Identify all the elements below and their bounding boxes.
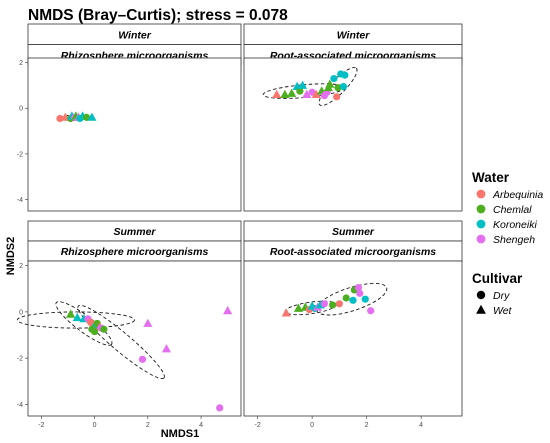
- plot-area: [243, 260, 463, 417]
- legend-cultivar-label: Wet: [493, 305, 513, 317]
- legend-water-label: Koroneiki: [493, 219, 537, 231]
- x-axis-label: NMDS1: [161, 428, 200, 440]
- legend: Water ArbequiniaChemlalKoroneikiShengeh …: [472, 170, 543, 317]
- data-point-dry: [138, 355, 147, 363]
- data-point-dry: [88, 325, 96, 333]
- triangle-icon: [476, 304, 486, 314]
- legend-water-item: Koroneiki: [476, 219, 537, 231]
- plot-area: [243, 57, 463, 212]
- legend-swatch: [476, 204, 486, 214]
- legend-water-item: Chemlal: [476, 204, 532, 216]
- facet-panels: Winter Rhizosphere microorganisms 2 0 -2 -4 Wi…: [16, 23, 463, 429]
- plot-area: [27, 57, 242, 212]
- data-point-dry: [342, 294, 350, 302]
- facet-panel: Summer Root-associated microorganisms -2 0 2…: [243, 220, 463, 429]
- legend-swatch: [476, 234, 486, 244]
- y-tick-label: -2: [17, 356, 23, 363]
- legend-cultivar-label: Dry: [493, 290, 510, 302]
- legend-swatch: [476, 219, 486, 229]
- data-point-wet: [72, 312, 82, 322]
- data-point-wet: [325, 79, 335, 88]
- y-tick-label: -2: [17, 151, 23, 158]
- data-point-wet: [143, 318, 153, 327]
- x-tick-label: -2: [38, 422, 44, 429]
- data-point-dry: [100, 325, 108, 333]
- y-tick-label: 0: [19, 106, 23, 113]
- x-tick-label: 4: [199, 422, 203, 429]
- strip-season-label: Summer: [113, 226, 156, 238]
- legend-water-item: Arbequinia: [476, 189, 543, 201]
- legend-water-item: Shengeh: [476, 234, 535, 246]
- legend-swatch: [476, 189, 486, 199]
- x-tick-label: -2: [255, 422, 261, 429]
- data-point-wet: [311, 89, 321, 98]
- data-point-wet: [281, 308, 291, 317]
- y-tick-label: 2: [19, 60, 23, 67]
- data-point-dry: [320, 300, 328, 308]
- y-tick-label: -4: [17, 197, 23, 204]
- strip-season-label: Summer: [332, 226, 375, 238]
- data-point-dry: [349, 296, 357, 304]
- data-point-dry: [341, 71, 349, 79]
- data-point-dry: [335, 300, 343, 308]
- data-point-dry: [330, 74, 338, 83]
- data-point-wet: [298, 80, 308, 89]
- data-point-wet: [280, 89, 290, 98]
- strip-season-label: Winter: [118, 29, 151, 41]
- strip-season-label: Winter: [337, 29, 370, 41]
- data-point-wet: [287, 88, 297, 97]
- plot-area: [27, 260, 242, 417]
- data-point-wet: [66, 309, 76, 318]
- data-point-dry: [339, 82, 348, 91]
- legend-cultivar-title: Cultivar: [472, 271, 523, 286]
- data-point-wet: [161, 344, 171, 353]
- chart-title: NMDS (Bray–Curtis); stress = 0.078: [28, 7, 288, 24]
- data-point-dry: [361, 295, 369, 303]
- data-point-dry: [216, 404, 224, 412]
- legend-water-label: Arbequinia: [492, 189, 543, 201]
- legend-cultivar-item: Wet: [476, 304, 513, 317]
- data-point-wet: [223, 305, 233, 315]
- data-point-dry: [354, 284, 363, 292]
- x-tick-label: 4: [419, 422, 423, 429]
- y-tick-label: 0: [19, 309, 23, 316]
- legend-cultivar-item: Dry: [476, 290, 510, 302]
- legend-water-title: Water: [472, 170, 510, 185]
- data-point-dry: [296, 87, 304, 95]
- data-point-dry: [367, 307, 375, 315]
- x-tick-label: 0: [310, 422, 314, 429]
- data-point-dry: [356, 289, 364, 297]
- data-point-wet: [272, 89, 282, 98]
- legend-cultivar-items: Dry Wet: [476, 290, 513, 317]
- confidence-ellipse: [77, 304, 165, 380]
- x-tick-label: 0: [93, 422, 97, 429]
- legend-water-items: Arbequinia Chemlal Koroneiki Shengeh: [476, 189, 543, 246]
- y-tick-label: -4: [17, 402, 23, 409]
- legend-water-label: Chemlal: [493, 204, 532, 216]
- x-tick-label: 2: [146, 422, 150, 429]
- y-axis-label: NMDS2: [5, 237, 17, 276]
- x-tick-label: 2: [365, 422, 369, 429]
- data-point-dry: [333, 93, 341, 101]
- data-point-dry: [334, 84, 342, 92]
- data-point-dry: [328, 301, 337, 309]
- data-point-wet: [302, 89, 312, 98]
- strip-compartment-label: Rhizosphere microorganisms: [61, 246, 209, 258]
- legend-water-label: Shengeh: [493, 234, 535, 246]
- y-tick-label: 2: [19, 263, 23, 270]
- facet-panel: Summer Rhizosphere microorganisms 2 0 -2 -4 -2…: [16, 220, 242, 429]
- confidence-ellipse: [16, 311, 135, 329]
- strip-compartment-label: Root-associated microorganisms: [270, 246, 436, 258]
- data-point-wet: [293, 303, 304, 312]
- data-point-wet: [87, 112, 97, 121]
- circle-icon: [476, 290, 486, 300]
